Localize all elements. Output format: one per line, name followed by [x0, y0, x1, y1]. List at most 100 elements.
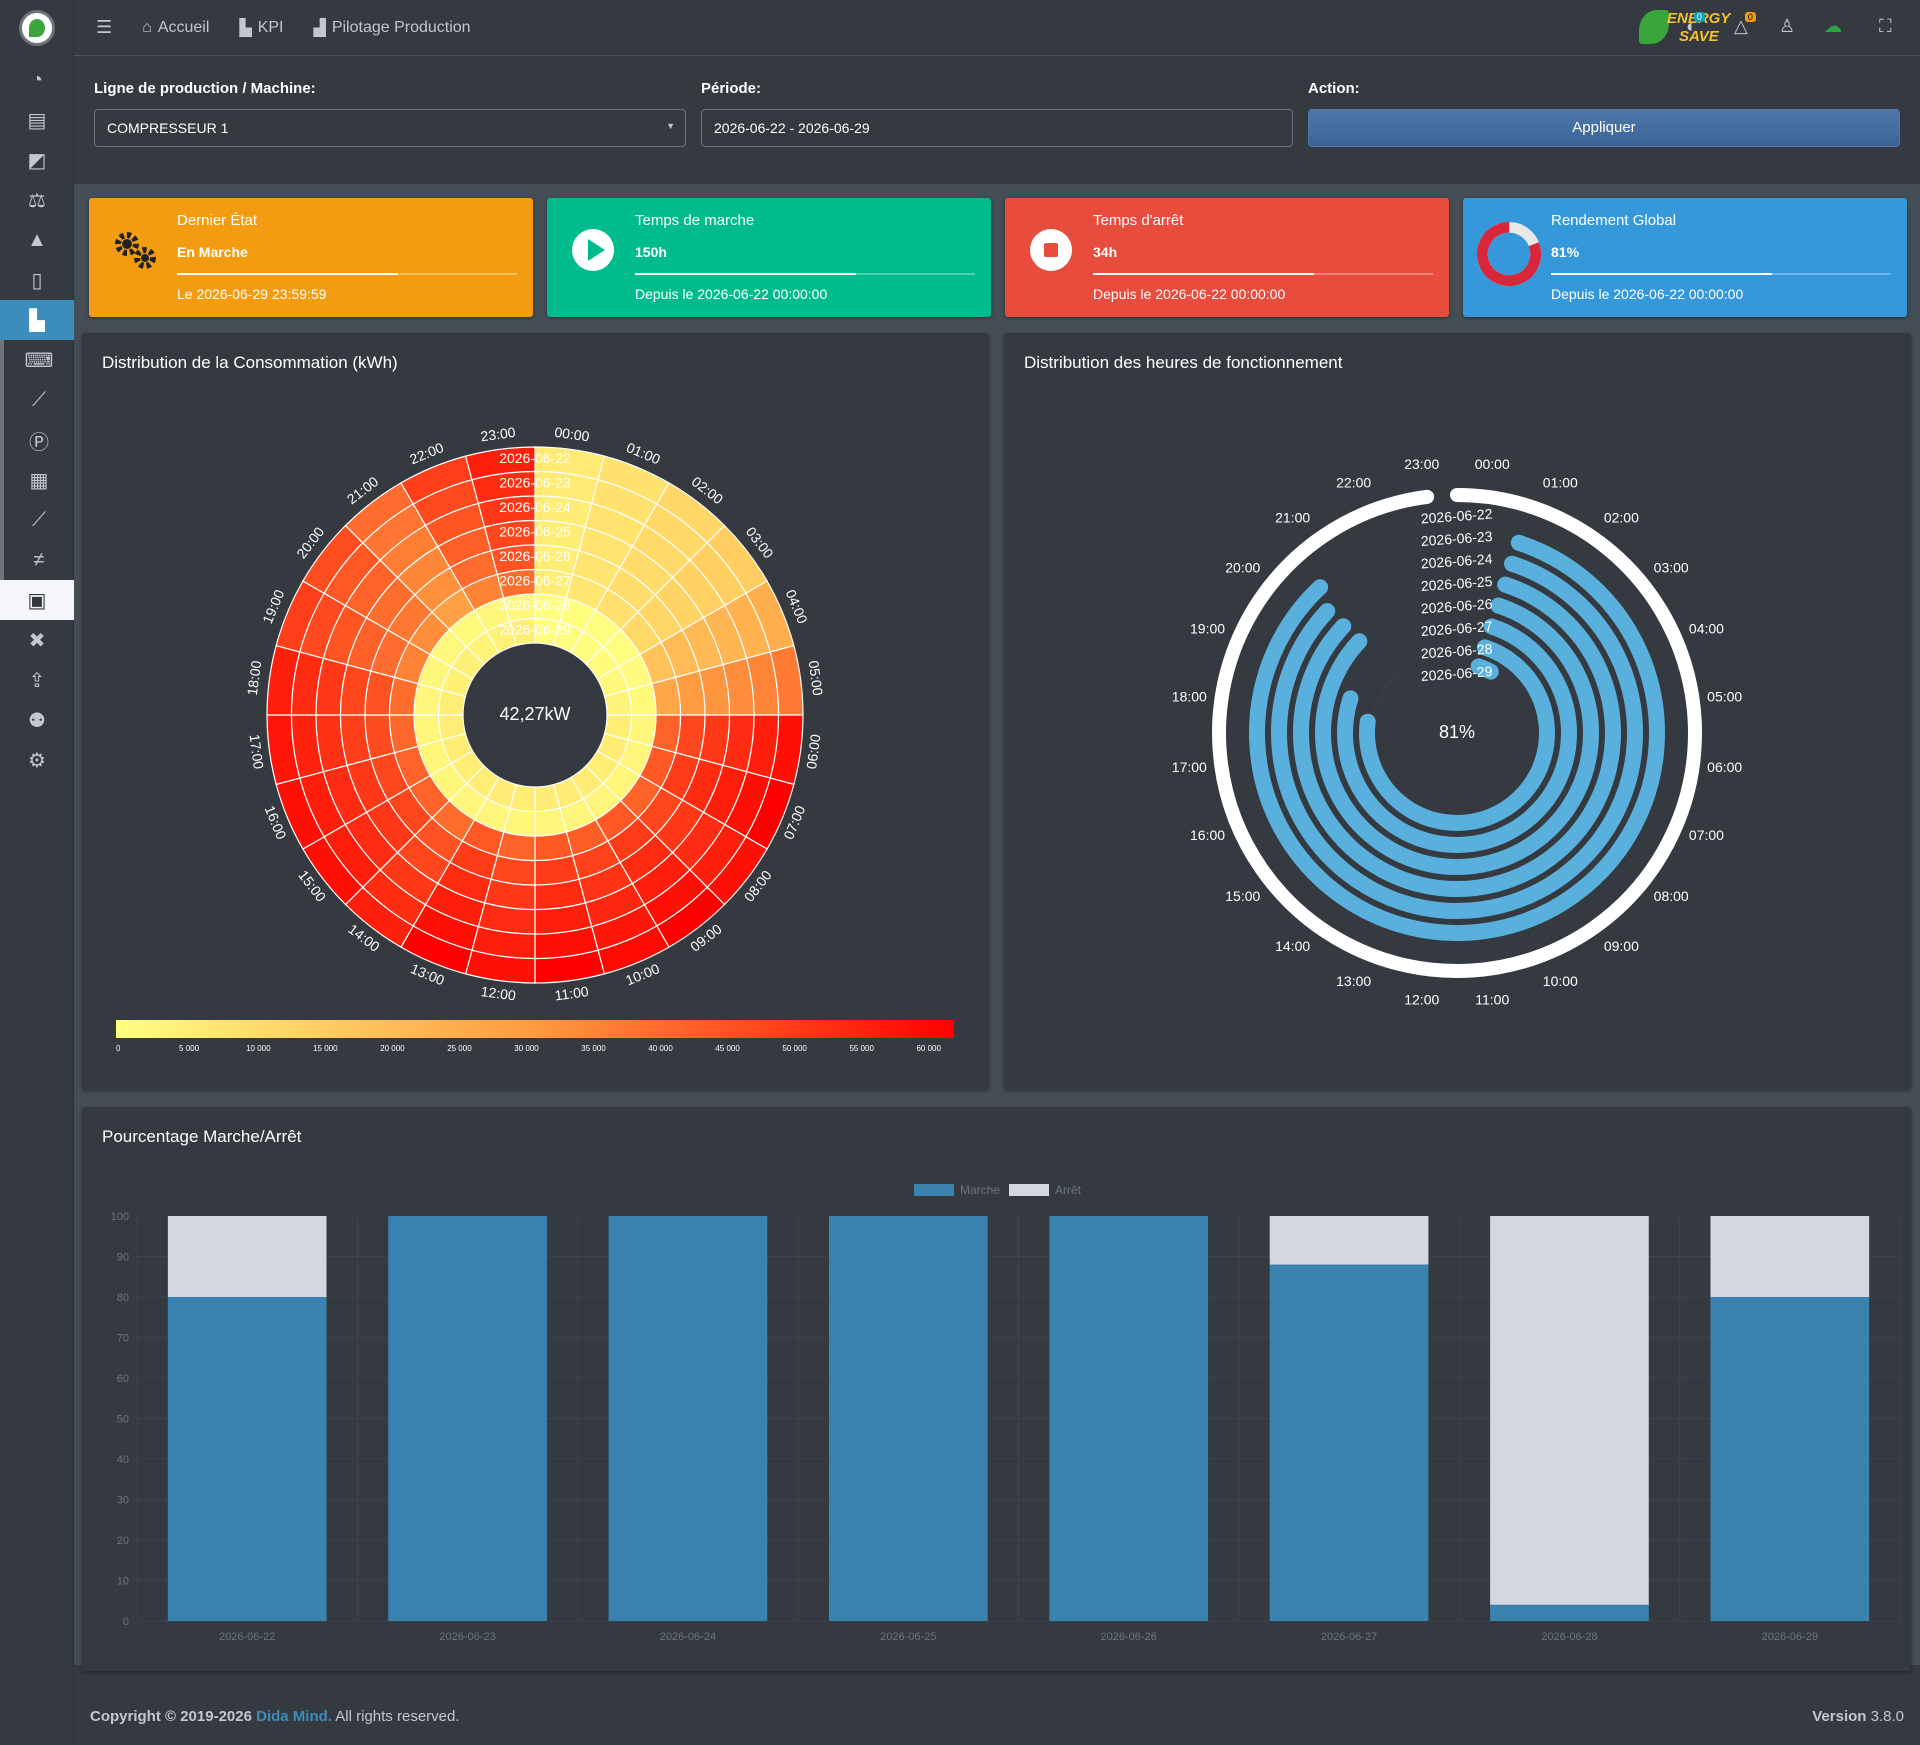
chevron-down-icon: ▼	[666, 121, 675, 131]
bell-icon[interactable]: △ 0	[1734, 12, 1756, 37]
invoice-icon[interactable]: ▯	[31, 269, 43, 292]
home-icon: ⌂	[142, 18, 152, 36]
settings-icon[interactable]: ⚙	[28, 749, 46, 772]
hour-tick-label: 10:00	[1543, 973, 1578, 989]
hour-tick-label: 17:00	[1172, 759, 1207, 775]
parking-icon[interactable]: Ⓟ	[0, 420, 74, 460]
hour-tick-label: 05:00	[1707, 688, 1742, 704]
tools-icon[interactable]: ✖	[28, 629, 46, 652]
apply-button[interactable]: Appliquer	[1308, 109, 1900, 147]
bar-segment-marche	[167, 1297, 327, 1621]
day-ring-arc	[1249, 534, 1665, 941]
day-ring-arc	[1315, 597, 1599, 875]
brain-icon[interactable]: ◐ 0	[1686, 12, 1705, 37]
consumption-radial-heatmap: 00:0001:0002:0003:0004:0005:0006:0007:00…	[116, 424, 954, 1053]
balance-icon[interactable]: ⚖	[28, 189, 46, 212]
period-label: Période:	[701, 80, 762, 97]
hour-tick-label: 00:00	[554, 424, 591, 444]
hour-tick-label: 23:00	[480, 424, 517, 444]
card-footer: Depuis le 2026-06-22 00:00:00	[635, 286, 828, 302]
day-ring-arc	[1359, 639, 1555, 831]
user-icon[interactable]: ♙	[1779, 16, 1796, 36]
consumption-panel: Distribution de la Consommation (kWh) 00…	[82, 333, 989, 1090]
hamburger-icon: ☰	[96, 17, 113, 37]
hour-tick-label: 20:00	[1225, 559, 1260, 575]
hour-tick-label: 11:00	[554, 983, 590, 1003]
running-hours-radial-chart: 2026-06-222026-06-232026-06-242026-06-25…	[1172, 456, 1743, 1007]
line-select[interactable]: COMPRESSEUR 1 ▼	[94, 109, 686, 147]
company-link[interactable]: Dida Mind.	[256, 1708, 332, 1725]
x-tick-label: 2026-06-28	[1541, 1631, 1597, 1643]
bar-segment-marche	[608, 1216, 768, 1621]
server-icon[interactable]: ▤	[27, 109, 47, 132]
bar-segment-arrêt	[1710, 1216, 1870, 1297]
scale-tick-label: 20 000	[380, 1044, 405, 1053]
card-value: 34h	[1093, 244, 1118, 260]
area-chart-icon[interactable]: ◩	[27, 149, 47, 172]
dashboard-icon[interactable]: ◔	[30, 68, 44, 91]
fullscreen-icon[interactable]: ⛶	[1879, 16, 1892, 36]
sidebar: ◔ ▤ ◩ ⚖ ▲ ▯ ▙ ⌨ ⟋ Ⓟ ▦ ⟋ ≠ ▣ ✖ ⇪ ⚉ ⚙	[0, 0, 74, 1745]
not-equal-icon[interactable]: ≠	[0, 540, 74, 580]
hour-tick-label: 16:00	[1190, 827, 1225, 843]
card-progress	[177, 273, 517, 275]
card-run-time: Temps de marche 150h Depuis le 2026-06-2…	[547, 198, 991, 317]
hour-tick-label: 03:00	[1654, 559, 1689, 575]
card-title: Rendement Global	[1551, 212, 1677, 229]
industry-icon: ▟	[313, 19, 326, 37]
scale-tick-label: 25 000	[447, 1044, 472, 1053]
hour-tick-label: 04:00	[783, 587, 811, 626]
gears-icon	[115, 232, 156, 269]
line-label: Ligne de production / Machine:	[94, 80, 316, 97]
table-icon[interactable]: ▦	[0, 460, 74, 500]
x-tick-label: 2026-06-27	[1321, 1631, 1377, 1643]
hour-tick-label: 07:00	[1689, 827, 1724, 843]
bar-segment-marche	[388, 1216, 547, 1621]
day-ring-label: 2026-06-27	[499, 572, 571, 588]
users-icon[interactable]: ⚉	[28, 709, 46, 732]
bar-segment-arrêt	[1490, 1216, 1649, 1605]
messages-badge: 0	[1693, 12, 1705, 22]
hour-tick-label: 08:00	[1654, 888, 1689, 904]
hour-tick-label: 18:00	[1172, 688, 1207, 704]
ring-outer-track	[1212, 488, 1702, 978]
menu-toggle-button[interactable]: ☰	[96, 17, 112, 38]
bell-icon[interactable]: ▲	[27, 228, 47, 251]
trend-icon[interactable]: ⟋	[0, 500, 74, 540]
hour-tick-label: 09:00	[1604, 938, 1639, 954]
bar-segment-marche	[1710, 1297, 1870, 1621]
card-progress-fill	[177, 273, 398, 275]
play-icon	[572, 229, 614, 271]
chip-icon[interactable]: ▣	[0, 580, 74, 620]
day-ring-label: 2026-06-26	[1420, 596, 1493, 617]
card-last-state: Dernier État En Marche Le 2026-06-29 23:…	[89, 198, 533, 317]
factory-icon: ▙	[239, 19, 252, 37]
industry-icon[interactable]: ▙	[0, 300, 74, 340]
nav-pilotage-link[interactable]: ▟ Pilotage Production	[313, 18, 471, 37]
share-icon[interactable]: ⇪	[28, 669, 46, 692]
line-chart-icon[interactable]: ⟋	[0, 380, 74, 420]
copyright: Copyright © 2019-2026 Dida Mind. All rig…	[90, 1708, 460, 1725]
card-value: En Marche	[177, 244, 248, 260]
day-ring-label: 2026-06-25	[499, 523, 571, 539]
version: Version 3.8.0	[1812, 1708, 1904, 1725]
nav-kpi-link[interactable]: ▙ KPI	[239, 18, 284, 37]
cloud-icon[interactable]: ☁	[1824, 16, 1842, 36]
panel-title: Distribution de la Consommation (kWh)	[102, 353, 398, 372]
card-title: Temps d'arrêt	[1093, 212, 1184, 229]
hour-tick-label: 22:00	[407, 439, 446, 467]
hour-tick-label: 17:00	[246, 733, 266, 770]
line-select-value: COMPRESSEUR 1	[107, 120, 229, 136]
notifications-badge: 0	[1744, 12, 1756, 22]
keyboard-icon[interactable]: ⌨	[0, 340, 74, 380]
card-footer: Depuis le 2026-06-22 00:00:00	[1551, 286, 1744, 302]
app-logo[interactable]	[19, 10, 55, 46]
hour-tick-label: 00:00	[1475, 456, 1510, 472]
bar-segment-arrêt	[167, 1216, 327, 1297]
nav-home-link[interactable]: ⌂ Accueil	[142, 18, 210, 36]
legend-swatch	[1009, 1184, 1049, 1196]
bar-segment-marche	[828, 1216, 988, 1621]
hour-tick-label: 21:00	[1275, 509, 1310, 525]
heatmap-center-label: 42,27kW	[499, 704, 570, 724]
period-input[interactable]: 2026-06-22 - 2026-06-29	[701, 109, 1293, 147]
